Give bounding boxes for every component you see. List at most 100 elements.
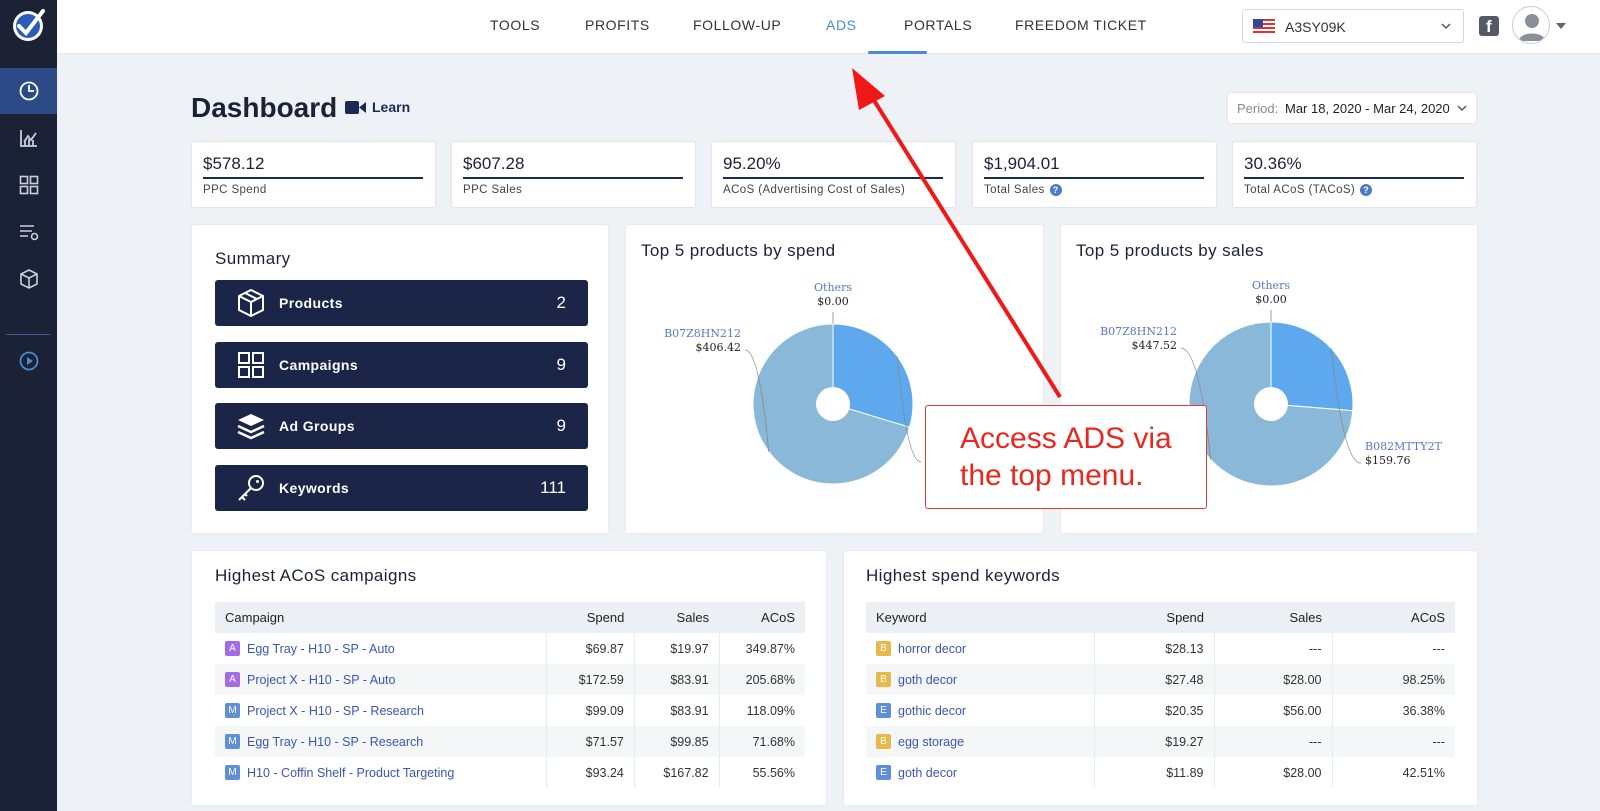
summary-row-keywords[interactable]: Keywords 111 (215, 465, 588, 511)
sales-cell: --- (1214, 633, 1333, 664)
spend-cell: $11.89 (1094, 757, 1215, 788)
sales-cell: $83.91 (634, 664, 720, 695)
avatar[interactable] (1512, 6, 1550, 44)
column-header-spend[interactable]: Spend (586, 610, 625, 625)
type-badge: A (225, 641, 240, 656)
sidebar-item-list-settings[interactable] (0, 209, 57, 255)
nav-active-indicator (868, 51, 927, 54)
spend-chart-title: Top 5 products by spend (641, 241, 836, 260)
sidebar-item-products[interactable] (0, 256, 57, 302)
pie-slice-name: B07Z8HN212 (1100, 325, 1177, 338)
column-header-acos[interactable]: ACoS (761, 610, 795, 625)
sales-cell: $83.91 (634, 695, 720, 726)
metric-value: 30.36% (1244, 154, 1302, 173)
metric-value: $607.28 (463, 154, 525, 173)
account-id: A3SY09K (1285, 19, 1346, 35)
row-link[interactable]: Project X - H10 - SP - Research (247, 703, 424, 718)
play-circle-icon (19, 351, 38, 371)
box-icon (19, 269, 38, 289)
sales-pie-chart: B082MTTY2T$159.76 B07Z8HN212$447.52 Others… (1100, 279, 1442, 487)
campaigns-title: Highest ACoS campaigns (215, 566, 417, 585)
acos-cell: 36.38% (1402, 703, 1445, 718)
column-header-sales[interactable]: Sales (1289, 610, 1322, 625)
column-header-campaign[interactable]: Campaign (225, 610, 285, 625)
learn-label: Learn (372, 99, 411, 115)
metric-divider (203, 177, 423, 179)
account-select[interactable]: A3SY09K (1242, 9, 1464, 43)
table-row[interactable]: M Project X - H10 - SP - Research $99.09 $8… (215, 695, 805, 726)
pie-slice-value: $406.42 (696, 341, 742, 354)
row-link[interactable]: goth decor (898, 765, 958, 780)
table-row[interactable]: A Egg Tray - H10 - SP - Auto $69.87 $19.97 3… (215, 633, 805, 664)
metric-divider (984, 177, 1204, 179)
pie-slice-name: B082MTTY2T (1365, 440, 1442, 453)
summary-row-products[interactable]: Products 2 (215, 280, 588, 326)
type-badge: M (225, 734, 240, 749)
pie-slice-value: $0.00 (817, 295, 849, 308)
column-header-keyword[interactable]: Keyword (876, 610, 927, 625)
spend-cell: $19.27 (1094, 726, 1215, 757)
caret-down-icon[interactable] (1554, 19, 1568, 33)
logo-check-icon[interactable] (9, 6, 47, 44)
acos-cell: 349.87% (745, 641, 795, 656)
type-badge: M (225, 765, 240, 780)
pie-leader-line (1180, 347, 1212, 460)
row-link[interactable]: horror decor (898, 641, 967, 656)
row-link[interactable]: Egg Tray - H10 - SP - Research (247, 734, 424, 749)
row-link[interactable]: H10 - Coffin Shelf - Product Targeting (247, 765, 455, 780)
table-header-row: Keyword Spend Sales ACoS (866, 602, 1455, 633)
help-icon[interactable]: ? (1049, 184, 1062, 196)
pie-slice-value: $159.76 (1365, 454, 1411, 467)
table-row[interactable]: M H10 - Coffin Shelf - Product Targeting $… (215, 757, 805, 788)
type-badge: B (876, 734, 891, 749)
summary-row-count: 2 (556, 293, 566, 312)
column-header-spend[interactable]: Spend (1166, 610, 1204, 625)
nav-tools[interactable]: TOOLS (490, 17, 541, 33)
row-link[interactable]: egg storage (898, 734, 965, 749)
spend-cell: $93.24 (546, 757, 635, 788)
column-header-sales[interactable]: Sales (676, 610, 710, 625)
metric-value: $578.12 (203, 154, 265, 173)
name-cell: A Egg Tray - H10 - SP - Auto (215, 633, 548, 664)
help-icon[interactable]: ? (1360, 184, 1373, 196)
nav-follow-up[interactable]: FOLLOW-UP (693, 17, 782, 33)
sidebar-item-video[interactable] (0, 338, 57, 384)
nav-ads[interactable]: ADS (826, 17, 857, 33)
facebook-icon[interactable]: f (1479, 16, 1499, 36)
row-link[interactable]: Project X - H10 - SP - Auto (247, 672, 396, 687)
spend-cell: $69.87 (546, 633, 635, 664)
summary-row-ad-groups[interactable]: Ad Groups 9 (215, 403, 588, 449)
sidebar-item-grid[interactable] (0, 162, 57, 208)
sidebar-item-dashboard[interactable] (0, 68, 57, 114)
metric-ppc-sales: $607.28 PPC Sales (451, 141, 696, 208)
pie-leader-line (1330, 348, 1362, 464)
row-link[interactable]: Egg Tray - H10 - SP - Auto (247, 641, 395, 656)
sidebar-item-analytics[interactable] (0, 115, 57, 161)
table-row[interactable]: M Egg Tray - H10 - SP - Research $71.57 $99… (215, 726, 805, 757)
acos-cell: 98.25% (1402, 672, 1445, 687)
summary-row-campaigns[interactable]: Campaigns 9 (215, 342, 588, 388)
row-link[interactable]: gothic decor (898, 703, 967, 718)
metric-acos: 95.20% ACoS (Advertising Cost of Sales) (711, 141, 956, 208)
period-label: Period: (1237, 101, 1279, 116)
learn-link[interactable]: Learn (345, 99, 410, 115)
nav-profits[interactable]: PROFITS (585, 17, 650, 33)
summary-row-count: 9 (556, 355, 566, 374)
type-badge: M (225, 703, 240, 718)
table-row[interactable]: A Project X - H10 - SP - Auto $172.59 $83.9… (215, 664, 805, 695)
nav-portals[interactable]: PORTALS (904, 17, 973, 33)
metric-label: Total Sales? (984, 184, 1062, 196)
period-select[interactable]: Period: Mar 18, 2020 - Mar 24, 2020 (1227, 92, 1477, 124)
nav-freedom-ticket[interactable]: FREEDOM TICKET (1015, 17, 1147, 33)
column-header-acos[interactable]: ACoS (1411, 610, 1445, 625)
sidebar (0, 0, 57, 811)
row-link[interactable]: goth decor (898, 672, 958, 687)
